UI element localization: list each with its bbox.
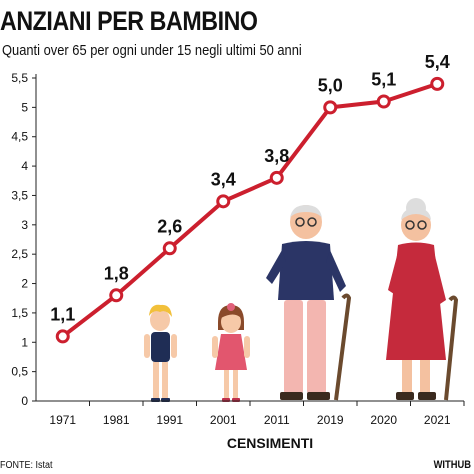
y-tick-label: 0,5: [11, 365, 28, 379]
x-tick-label: 2019: [317, 413, 344, 427]
x-tick-label: 1971: [49, 413, 76, 427]
chart-title: ANZIANI PER BAMBINO: [0, 6, 258, 36]
x-tick-label: 1991: [156, 413, 183, 427]
data-point: [162, 241, 177, 256]
y-tick-label: 4: [21, 159, 28, 173]
data-point: [109, 288, 124, 303]
y-tick-label: 5: [21, 100, 28, 114]
grandmother-figure-icon: [386, 198, 459, 401]
girl-figure-icon: [212, 303, 250, 402]
data-point: [269, 170, 284, 185]
grandfather-figure-icon: [266, 205, 352, 401]
source-note: FONTE: Istat: [0, 460, 53, 471]
y-tick-label: 1: [21, 335, 28, 349]
data-label: 3,8: [264, 146, 289, 166]
data-label: 5,0: [318, 75, 343, 95]
data-label: 1,8: [104, 263, 129, 283]
data-point: [430, 76, 445, 91]
x-tick-label: 2001: [210, 413, 237, 427]
y-tick-label: 3,5: [11, 188, 28, 202]
y-tick-label: 3: [21, 218, 28, 232]
y-tick-label: 4,5: [11, 130, 28, 144]
y-tick-label: 5,5: [11, 71, 28, 85]
x-tick-label: 2020: [370, 413, 397, 427]
data-point: [376, 94, 391, 109]
data-label: 2,6: [157, 216, 182, 236]
y-tick-label: 2: [21, 277, 28, 291]
y-tick-label: 2,5: [11, 247, 28, 261]
x-axis-title: CENSIMENTI: [227, 435, 313, 451]
data-label: 5,4: [425, 52, 450, 72]
data-label: 1,1: [50, 304, 75, 324]
boy-figure-icon: [144, 304, 177, 402]
data-point: [216, 194, 231, 209]
x-tick-label: 2021: [424, 413, 451, 427]
y-tick-label: 1,5: [11, 306, 28, 320]
x-tick-label: 1981: [103, 413, 130, 427]
data-point: [55, 329, 70, 344]
chart-subtitle: Quanti over 65 per ogni under 15 negli u…: [2, 42, 302, 59]
data-point: [323, 100, 338, 115]
data-label: 5,1: [371, 69, 396, 89]
y-tick-label: 0: [21, 394, 28, 408]
x-tick-label: 2011: [264, 413, 290, 427]
series-line: [61, 81, 438, 338]
brand-logo: WITHUB: [433, 459, 471, 471]
data-label: 3,4: [211, 169, 236, 189]
